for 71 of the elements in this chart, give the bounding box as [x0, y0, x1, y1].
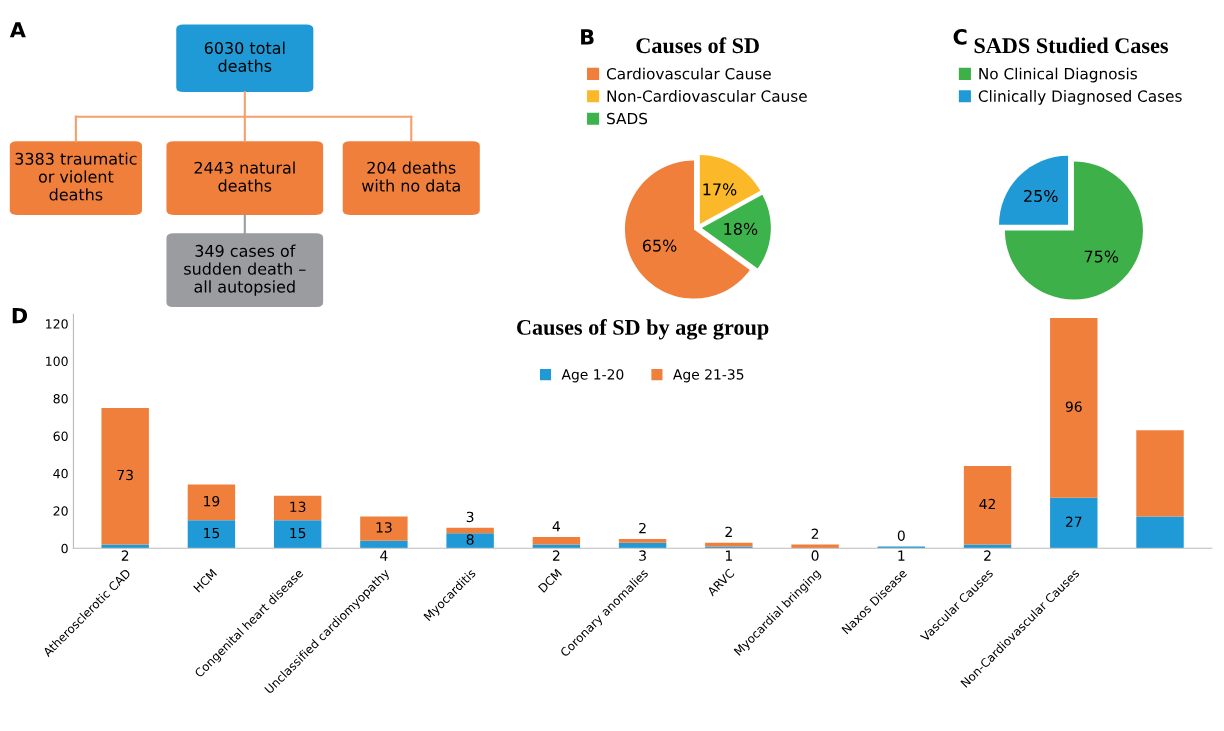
data-label: 96	[1065, 401, 1082, 412]
bar	[446, 527, 494, 534]
y-tick-label: 80	[53, 394, 68, 404]
data-label: 17%	[703, 183, 737, 196]
text: 3383 traumatic or violent deaths	[15, 152, 137, 201]
data-label: 18%	[724, 222, 758, 235]
data-label: 42	[979, 498, 995, 510]
text: C	[953, 29, 967, 45]
data-label: 2	[639, 522, 646, 534]
bar	[532, 537, 581, 545]
text: D	[12, 307, 28, 324]
legend-label: No Clinical Diagnosis	[979, 67, 1137, 83]
chart-title: Causes of SD	[636, 37, 759, 54]
chart-title: SADS Studied Cases	[974, 37, 1169, 54]
data-label: 65%	[642, 239, 677, 252]
y-tick-label: 0	[61, 543, 68, 554]
data-label: 3	[466, 511, 474, 523]
bar	[446, 533, 494, 549]
legend-label: SADS	[607, 112, 648, 125]
text: 6030 total deaths	[204, 41, 285, 72]
bar	[273, 495, 322, 521]
data-label: 73	[117, 469, 133, 481]
data-label: 0	[811, 550, 819, 561]
text: A	[9, 22, 26, 38]
chart-title: Causes of SD by age group	[517, 319, 769, 340]
bar	[1050, 497, 1098, 549]
text: B	[581, 29, 594, 45]
legend-label: Age 21-35	[673, 369, 744, 383]
y-tick-label: 100	[46, 356, 68, 367]
bar	[618, 538, 667, 543]
data-label: 19	[204, 495, 220, 507]
data-label: 15	[290, 527, 306, 539]
data-label: 75%	[1084, 250, 1119, 263]
y-tick-label: 40	[53, 468, 68, 479]
bar	[360, 516, 408, 541]
data-label: 27	[1065, 516, 1082, 527]
bar	[187, 484, 236, 521]
text: 2443 natural deaths	[194, 161, 295, 192]
data-label: 0	[897, 530, 905, 541]
data-label: 2	[121, 550, 129, 561]
y-tick-label: 20	[53, 506, 68, 516]
bar	[1050, 318, 1098, 498]
data-label: 2	[552, 550, 560, 561]
data-label: 1	[898, 550, 905, 561]
legend-label: Non-Cardiovascular Cause	[607, 90, 807, 102]
bar	[101, 407, 149, 545]
bar	[360, 540, 408, 549]
data-label: 2	[811, 528, 819, 539]
bar	[1136, 516, 1184, 549]
data-label: 13	[290, 501, 306, 513]
legend-label: Clinically Diagnosed Cases	[978, 90, 1182, 105]
data-label: 4	[552, 521, 560, 532]
bar	[273, 520, 322, 549]
data-label: 8	[466, 534, 474, 545]
legend-label: Age 1-20	[561, 369, 624, 383]
y-tick-label: 120	[46, 319, 68, 329]
data-label: 15	[204, 527, 220, 539]
data-label: 2	[984, 550, 991, 561]
legend-label: Cardiovascular Cause	[606, 67, 771, 80]
y-tick-label: 60	[53, 431, 68, 441]
bar	[963, 465, 1012, 545]
data-label: 4	[380, 550, 388, 561]
data-label: 1	[725, 550, 732, 561]
text: 204 deaths with no data	[361, 161, 460, 192]
bar	[1136, 430, 1184, 517]
bar	[187, 520, 236, 549]
data-label: 3	[639, 550, 646, 561]
text: 349 cases of sudden death – all autopsied	[184, 244, 306, 296]
data-label: 13	[376, 522, 392, 533]
data-label: 25%	[1024, 189, 1058, 202]
data-label: 2	[725, 526, 732, 537]
